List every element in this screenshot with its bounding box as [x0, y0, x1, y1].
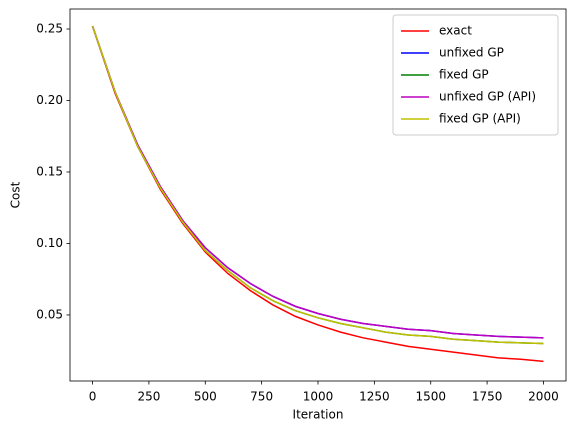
legend-label: exact [439, 24, 472, 38]
y-tick-label: 0.25 [36, 22, 63, 36]
legend-label: fixed GP (API) [439, 112, 521, 126]
x-axis-label: Iteration [293, 408, 344, 422]
y-axis-label: Cost [9, 181, 23, 208]
plot-frame [69, 8, 567, 382]
y-tick-label: 0.20 [36, 93, 63, 107]
legend-label: fixed GP [439, 68, 489, 82]
x-tick-label: 0 [89, 390, 97, 404]
x-tick-label: 500 [194, 390, 217, 404]
legend: exact unfixed GP fixed GP unfixed GP (API) f… [392, 14, 559, 136]
x-tick-label: 1750 [472, 390, 503, 404]
series-line [91, 25, 544, 363]
legend-label: unfixed GP [439, 46, 504, 60]
series-line [91, 25, 544, 339]
x-tick-label: 2000 [528, 390, 559, 404]
y-tick-label: 0.05 [36, 307, 63, 321]
x-tick-label: 1500 [415, 390, 446, 404]
y-tick-label: 0.10 [36, 236, 63, 250]
x-tick-label: 750 [250, 390, 273, 404]
legend-label: unfixed GP (API) [439, 90, 536, 104]
x-tick-label: 1250 [359, 390, 390, 404]
series-line [91, 25, 544, 345]
x-tick-label: 250 [137, 390, 160, 404]
x-tick-label: 1000 [303, 390, 334, 404]
legend-box [392, 14, 559, 136]
y-tick-label: 0.15 [36, 164, 63, 178]
